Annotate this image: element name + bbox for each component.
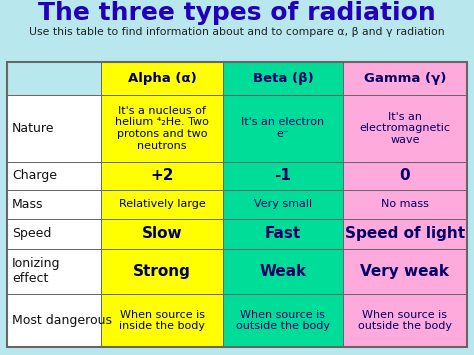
Bar [343,294,467,347]
Text: -1: -1 [274,169,292,184]
Text: It's a nucleus of
helium ⁴₂He. Two
protons and two
neutrons: It's a nucleus of helium ⁴₂He. Two proto… [115,106,209,151]
Text: Beta (β): Beta (β) [253,72,313,85]
Bar [101,95,223,162]
Bar [7,219,101,248]
Bar [7,248,101,294]
Text: Ionizing
effect: Ionizing effect [12,257,61,285]
Bar [223,95,343,162]
Bar [343,219,467,248]
Text: It's an electron
e⁻: It's an electron e⁻ [241,118,325,139]
Text: Most dangerous: Most dangerous [12,314,112,327]
Text: Very weak: Very weak [360,264,449,279]
Text: 0: 0 [400,169,410,184]
Text: No mass: No mass [381,200,429,209]
Bar [7,62,467,347]
Text: Relatively large: Relatively large [119,200,206,209]
Bar [223,62,343,95]
Text: Speed of light: Speed of light [345,226,465,241]
Bar [7,62,467,347]
Bar [7,95,101,162]
Bar [223,294,343,347]
Bar [223,190,343,219]
Text: Gamma (γ): Gamma (γ) [364,72,446,85]
Text: Nature: Nature [12,122,55,135]
Bar [101,248,223,294]
Bar [101,294,223,347]
Text: Alpha (α): Alpha (α) [128,72,197,85]
Bar [101,190,223,219]
Text: Slow: Slow [142,226,182,241]
Text: When source is
outside the body: When source is outside the body [236,310,330,332]
Bar [343,95,467,162]
Text: Mass: Mass [12,198,44,211]
Bar [7,190,101,219]
Text: Strong: Strong [133,264,191,279]
Bar [343,248,467,294]
Bar [7,294,101,347]
Text: Speed: Speed [12,227,51,240]
Bar [101,62,223,95]
Text: Very small: Very small [254,200,312,209]
Bar [223,219,343,248]
Bar [343,162,467,190]
Text: It's an
electromagnetic
wave: It's an electromagnetic wave [359,112,450,145]
Bar [343,190,467,219]
Text: When source is
inside the body: When source is inside the body [119,310,205,332]
Text: Use this table to find information about and to compare α, β and γ radiation: Use this table to find information about… [29,27,445,37]
Bar [343,62,467,95]
Bar [223,162,343,190]
Bar [101,162,223,190]
Text: Fast: Fast [265,226,301,241]
Bar [7,62,101,95]
Text: When source is
outside the body: When source is outside the body [358,310,452,332]
Bar [7,162,101,190]
Text: +2: +2 [151,169,174,184]
Text: Weak: Weak [259,264,307,279]
Text: The three types of radiation: The three types of radiation [38,1,436,25]
Bar [101,219,223,248]
Bar [223,248,343,294]
Text: Charge: Charge [12,169,57,182]
